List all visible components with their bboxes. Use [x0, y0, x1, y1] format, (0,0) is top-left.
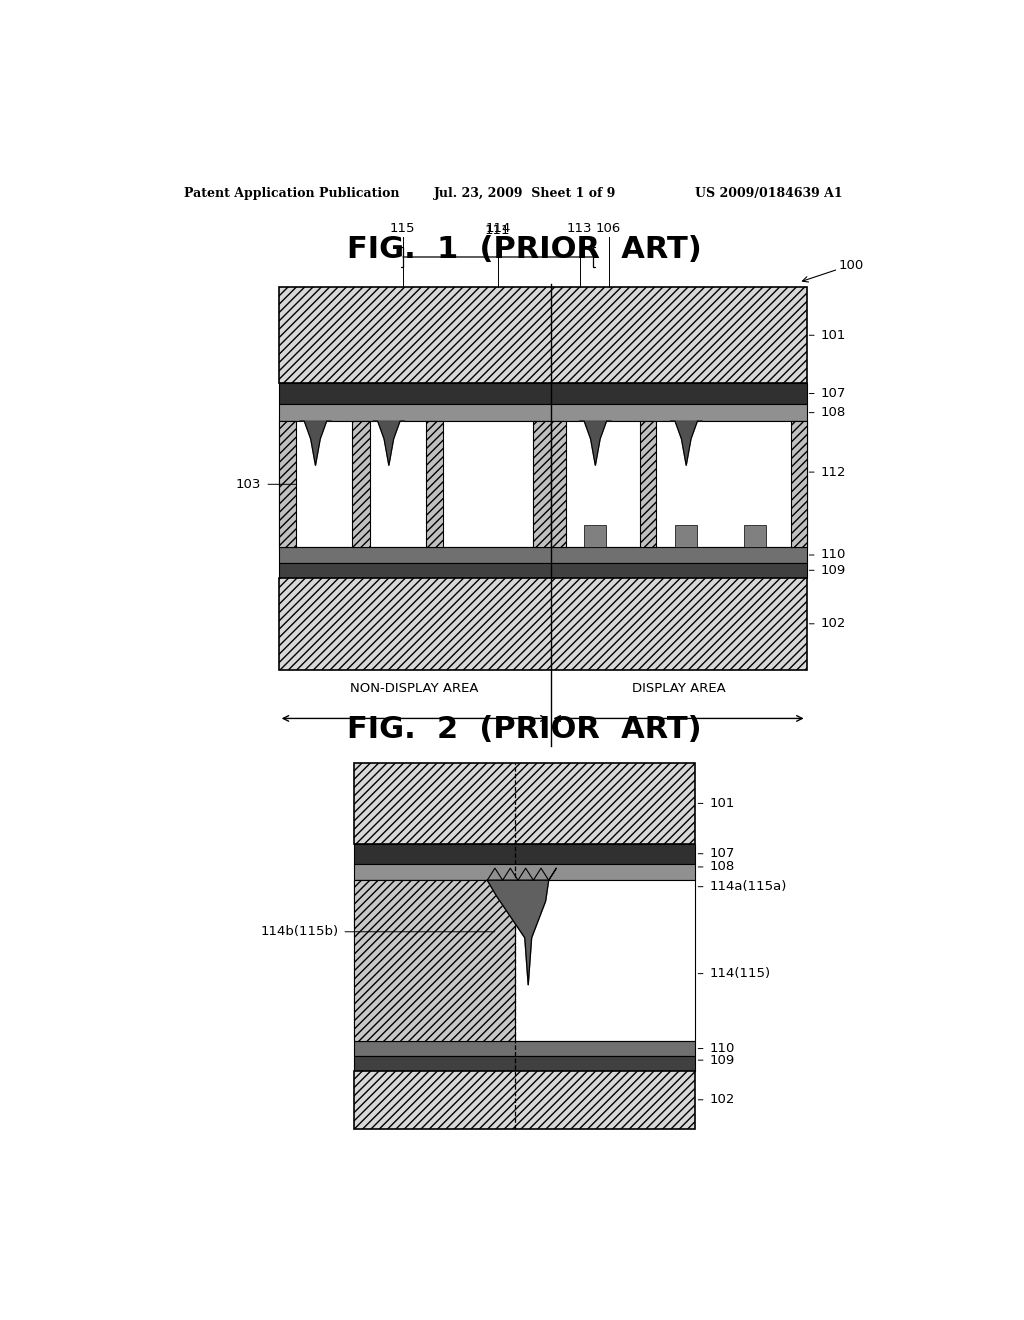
- Text: 101: 101: [710, 797, 735, 810]
- Text: 110: 110: [710, 1041, 735, 1055]
- Polygon shape: [300, 421, 332, 466]
- Bar: [279, 421, 807, 548]
- Bar: [640, 421, 655, 548]
- Text: 100: 100: [839, 259, 863, 272]
- Bar: [585, 524, 606, 548]
- Text: 112: 112: [821, 466, 846, 479]
- Text: NON-DISPLAY AREA: NON-DISPLAY AREA: [350, 682, 479, 696]
- Text: US 2009/0184639 A1: US 2009/0184639 A1: [695, 187, 843, 201]
- Text: 102: 102: [710, 1093, 735, 1106]
- Text: 111: 111: [485, 223, 511, 236]
- Text: DISPLAY AREA: DISPLAY AREA: [632, 682, 725, 696]
- Text: 106: 106: [596, 222, 622, 235]
- Text: 114b(115b): 114b(115b): [260, 925, 338, 939]
- Bar: [354, 843, 695, 863]
- Bar: [551, 421, 566, 548]
- Bar: [426, 421, 443, 548]
- Text: 114a(115a): 114a(115a): [710, 880, 787, 894]
- Bar: [354, 1041, 695, 1056]
- Text: 108: 108: [710, 861, 735, 874]
- Bar: [354, 1056, 695, 1071]
- Text: Jul. 23, 2009  Sheet 1 of 9: Jul. 23, 2009 Sheet 1 of 9: [433, 187, 615, 201]
- Text: 109: 109: [821, 564, 846, 577]
- Text: 109: 109: [710, 1053, 735, 1067]
- Text: 103: 103: [236, 478, 261, 491]
- Bar: [354, 1071, 695, 1129]
- Bar: [279, 421, 296, 548]
- Bar: [675, 524, 697, 548]
- Polygon shape: [373, 421, 404, 466]
- Text: 110: 110: [821, 549, 846, 561]
- Text: 101: 101: [821, 329, 846, 342]
- Text: 114: 114: [485, 222, 511, 235]
- Polygon shape: [671, 421, 702, 466]
- Bar: [354, 863, 695, 880]
- Text: 114(115): 114(115): [710, 968, 771, 981]
- Bar: [279, 578, 807, 669]
- Text: 108: 108: [821, 407, 846, 420]
- Bar: [279, 288, 807, 383]
- Text: 102: 102: [821, 618, 846, 630]
- Text: 107: 107: [821, 387, 846, 400]
- Text: Patent Application Publication: Patent Application Publication: [183, 187, 399, 201]
- Bar: [279, 383, 807, 404]
- Polygon shape: [580, 421, 611, 466]
- Text: FIG.  1  (PRIOR  ART): FIG. 1 (PRIOR ART): [347, 235, 702, 264]
- Bar: [744, 524, 766, 548]
- Bar: [279, 548, 807, 562]
- Bar: [534, 421, 551, 548]
- Text: 113: 113: [567, 222, 592, 235]
- Bar: [791, 421, 807, 548]
- Polygon shape: [487, 880, 549, 985]
- Bar: [354, 880, 515, 1041]
- Text: 115: 115: [390, 222, 416, 235]
- Bar: [352, 421, 370, 548]
- Bar: [354, 880, 695, 1041]
- Bar: [279, 562, 807, 578]
- Text: 107: 107: [710, 847, 735, 861]
- Bar: [354, 763, 695, 843]
- Bar: [279, 404, 807, 421]
- Text: FIG.  2  (PRIOR  ART): FIG. 2 (PRIOR ART): [347, 715, 702, 744]
